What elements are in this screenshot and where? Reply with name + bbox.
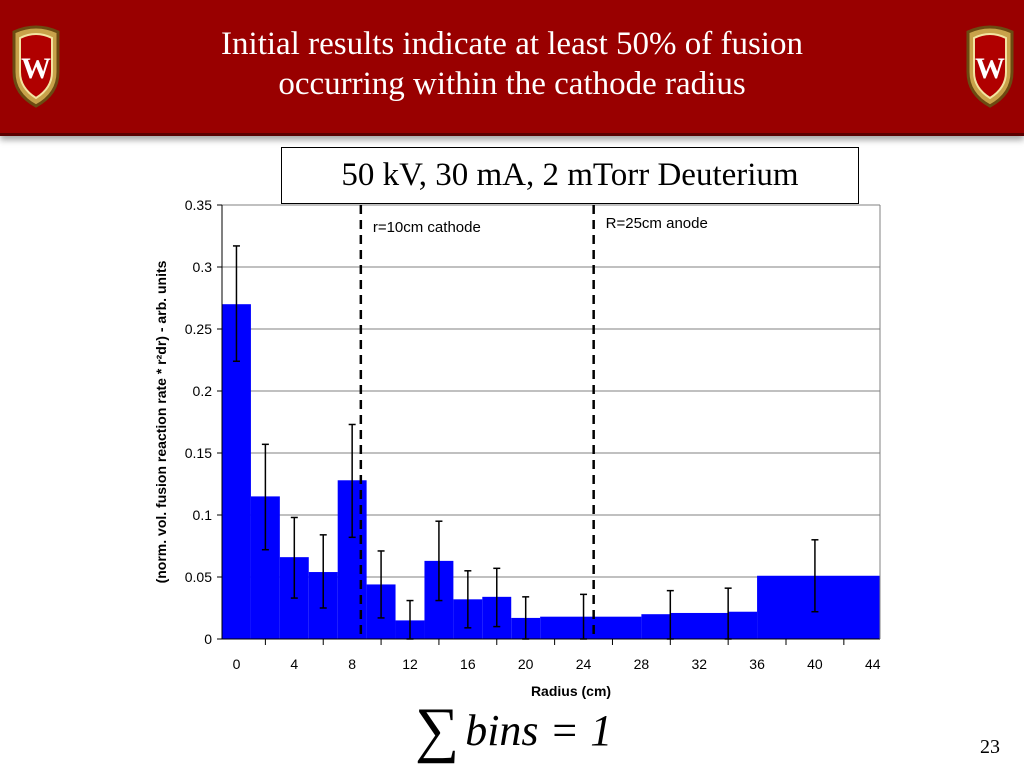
x-tick-label: 20 bbox=[518, 656, 534, 672]
x-tick-label: 12 bbox=[402, 656, 418, 672]
title-bar: W Initial results indicate at least 50% … bbox=[0, 0, 1024, 136]
x-tick-label: 8 bbox=[348, 656, 356, 672]
page-number: 23 bbox=[980, 736, 1000, 758]
y-tick-label: 0 bbox=[204, 631, 212, 647]
x-tick-label: 32 bbox=[691, 656, 707, 672]
svg-text:W: W bbox=[21, 52, 51, 85]
slide-title: Initial results indicate at least 50% of… bbox=[120, 24, 904, 104]
slide-title-line-2: occurring within the cathode radius bbox=[278, 66, 746, 102]
y-tick-label: 0.15 bbox=[185, 445, 212, 461]
histogram-bar bbox=[540, 616, 598, 639]
y-tick-label: 0.25 bbox=[185, 321, 212, 337]
x-tick-label: 4 bbox=[290, 656, 298, 672]
uw-crest-logo: W bbox=[12, 25, 60, 108]
y-tick-label: 0.05 bbox=[185, 569, 212, 585]
boundary-marker-label: r=10cm cathode bbox=[373, 219, 481, 236]
y-axis-title: (norm. vol. fusion reaction rate * r²dr)… bbox=[153, 260, 169, 583]
histogram-bar bbox=[670, 612, 729, 639]
uw-crest-logo: W bbox=[966, 25, 1014, 108]
histogram-bar bbox=[641, 614, 671, 639]
bins-sum-formula: ∑ bins = 1 bbox=[415, 696, 613, 764]
histogram-bar bbox=[598, 616, 642, 639]
histogram-bar bbox=[757, 575, 880, 639]
x-tick-label: 0 bbox=[233, 656, 241, 672]
sum-symbol: ∑ bbox=[415, 696, 460, 764]
histogram-bar bbox=[728, 611, 758, 639]
x-tick-label: 28 bbox=[634, 656, 650, 672]
svg-text:W: W bbox=[975, 52, 1005, 85]
y-tick-label: 0.1 bbox=[193, 507, 213, 523]
y-tick-label: 0.2 bbox=[193, 383, 213, 399]
formula-text: bins = 1 bbox=[465, 705, 613, 755]
slide-title-line-1: Initial results indicate at least 50% of… bbox=[221, 26, 803, 62]
x-tick-label: 44 bbox=[865, 656, 881, 672]
condition-label: 50 kV, 30 mA, 2 mTorr Deuterium bbox=[281, 147, 859, 204]
x-tick-label: 40 bbox=[807, 656, 823, 672]
x-tick-label: 16 bbox=[460, 656, 476, 672]
y-tick-label: 0.3 bbox=[193, 259, 213, 275]
x-tick-label: 36 bbox=[749, 656, 765, 672]
boundary-marker-label: R=25cm anode bbox=[606, 215, 708, 232]
y-tick-label: 0.35 bbox=[185, 197, 212, 213]
x-tick-label: 24 bbox=[576, 656, 592, 672]
x-axis-title: Radius (cm) bbox=[531, 683, 611, 699]
